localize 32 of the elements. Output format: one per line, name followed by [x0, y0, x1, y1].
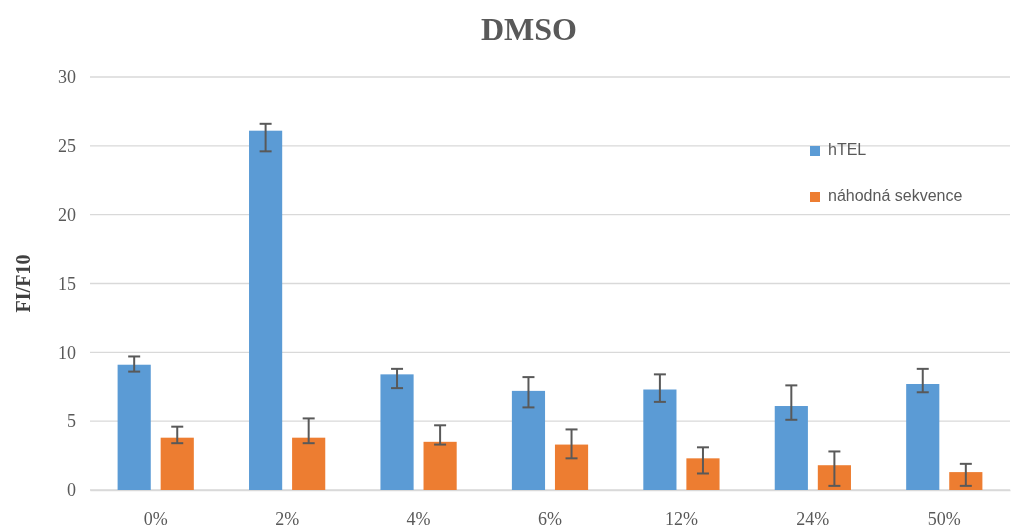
bar	[249, 130, 283, 490]
x-tick-label: 6%	[538, 508, 562, 526]
x-tick-label: 50%	[927, 508, 961, 526]
bar	[423, 441, 457, 490]
bar	[949, 472, 983, 490]
y-tick-label: 0	[67, 480, 76, 501]
x-tick-label: 24%	[796, 508, 830, 526]
y-tick-label: 30	[58, 67, 76, 88]
bar	[686, 458, 720, 490]
bar	[511, 390, 546, 490]
bar	[292, 437, 326, 490]
chart-title: DMSO	[481, 11, 577, 47]
x-tick-label: 4%	[406, 508, 431, 526]
bar	[906, 384, 940, 490]
x-tick-label: 2%	[275, 508, 300, 526]
bar	[554, 444, 589, 490]
legend-label: hTEL	[828, 141, 867, 158]
y-axis-title: FI/F10	[12, 254, 34, 313]
y-tick-label: 20	[58, 204, 76, 225]
bar	[117, 364, 151, 490]
x-tick-label: 12%	[664, 508, 698, 526]
bar	[817, 465, 851, 490]
y-tick-label: 15	[58, 273, 76, 294]
bar	[774, 406, 808, 490]
y-tick-label: 5	[67, 411, 76, 432]
x-tick-label: 0%	[143, 508, 168, 526]
bar	[160, 437, 194, 490]
legend-label: náhodná sekvence	[828, 187, 963, 204]
bar	[643, 389, 677, 490]
bar	[380, 374, 414, 490]
y-tick-label: 10	[58, 342, 76, 363]
y-tick-label: 25	[58, 136, 76, 157]
